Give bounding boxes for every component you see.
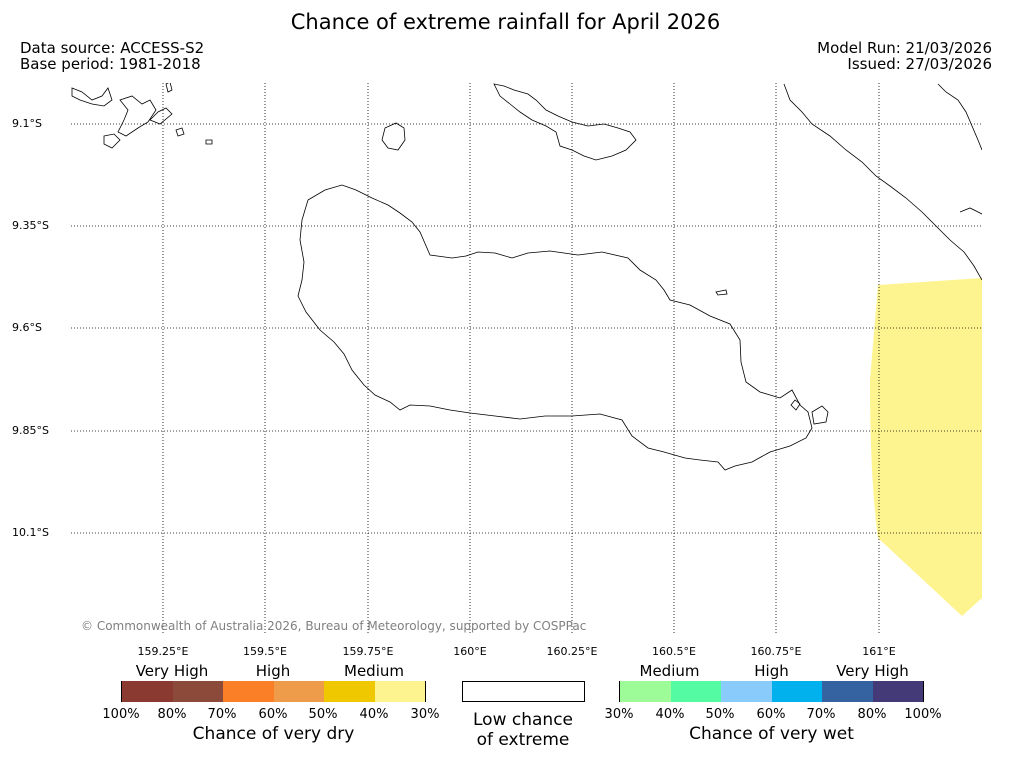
lat-tick-label: 9.35°S [12,219,49,232]
map-canvas[interactable] [0,0,1011,660]
dry-colorbar [121,681,426,702]
data-source: Data source: ACCESS-S2 [20,39,205,57]
island-nggela [493,83,637,161]
wet-swatch [822,681,873,702]
legend: Very High High Medium 100% 80% 70% 60% 5… [0,662,1011,758]
wet-category-label: Very High [836,662,909,680]
wet-caption: Chance of very wet [689,724,854,744]
wet-swatch [721,681,772,702]
island-malaita [783,83,982,281]
issued-date: Issued: 27/03/2026 [847,55,992,73]
run-info: Model Run: 21/03/2026 Issued: 27/03/2026 [817,40,992,72]
dry-swatch [173,681,223,702]
dry-caption: Chance of very dry [192,724,355,744]
lat-tick-label: 9.6°S [12,321,42,334]
wet-tick: 80% [857,707,887,722]
lon-tick-label: 160°E [453,645,487,658]
dry-category-label: Medium [344,662,404,680]
dry-tick: 80% [157,707,187,722]
dry-swatch [324,681,375,702]
wet-colorbar [619,681,924,702]
dry-tick: 60% [258,707,288,722]
lon-tick-label: 159.75°E [342,645,394,658]
lon-tick-label: 161°E [862,645,896,658]
wet-swatch [620,681,671,702]
dry-swatch [223,681,274,702]
dry-tick: 100% [102,707,140,722]
wet-tick: 50% [705,707,735,722]
low-chance-caption: Low chance of extreme [443,710,603,750]
dry-category-label: High [255,662,291,680]
dry-category-label: Very High [135,662,209,680]
model-run: Model Run: 21/03/2026 [817,39,992,57]
coastlines [71,83,982,471]
lon-tick-label: 159.5°E [243,645,287,658]
island-russell [71,87,113,107]
lon-tick-label: 160.25°E [546,645,598,658]
island-savo [381,122,406,151]
shaded-region [870,278,982,616]
base-period: Base period: 1981-2018 [20,55,201,73]
graticule [71,83,982,633]
low-chance-line2: of extreme [476,730,570,750]
dry-tick: 40% [359,707,389,722]
page-title: Chance of extreme rainfall for April 202… [290,10,721,34]
wet-category-label: Medium [639,662,700,680]
wet-swatch [873,681,923,702]
lat-tick-label: 10.1°S [12,526,49,539]
dry-swatch [274,681,324,702]
wet-tick: 100% [904,707,942,722]
dry-swatch [122,681,173,702]
dry-swatch [375,681,425,702]
dry-tick: 50% [308,707,338,722]
wet-swatch [772,681,822,702]
copyright-notice: © Commonwealth of Australia 2026, Bureau… [81,619,587,633]
wet-swatch [671,681,721,702]
wet-tick: 60% [756,707,786,722]
lat-tick-label: 9.1°S [12,117,42,130]
low-chance-line1: Low chance [473,710,573,730]
wet-tick: 30% [604,707,634,722]
lon-tick-label: 160.5°E [652,645,696,658]
island-guadalcanal [297,184,813,471]
low-chance-box [462,681,585,702]
source-info: Data source: ACCESS-S2 Base period: 1981… [20,40,204,72]
dry-tick: 30% [410,707,440,722]
lat-tick-label: 9.85°S [12,424,49,437]
wet-tick: 40% [655,707,685,722]
lon-tick-label: 159.25°E [137,645,189,658]
wet-category-label: High [754,662,789,680]
wet-tick: 70% [806,707,836,722]
lon-tick-label: 160.75°E [750,645,802,658]
dry-tick: 70% [207,707,237,722]
